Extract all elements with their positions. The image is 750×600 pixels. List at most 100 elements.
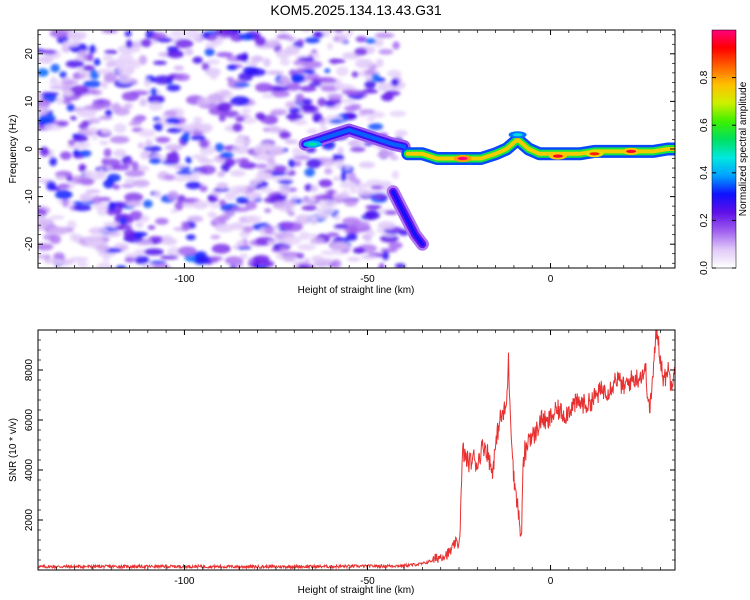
colorbar-step: [712, 52, 736, 55]
colorbar-step: [712, 242, 736, 245]
noise-cell: [217, 215, 231, 221]
noise-cell: [207, 93, 224, 103]
noise-cell: [199, 139, 209, 149]
noise-cell: [143, 145, 162, 152]
noise-cell: [334, 214, 341, 221]
colorbar-step: [712, 126, 736, 129]
noise-cell: [134, 249, 147, 255]
noise-cell: [285, 113, 304, 120]
colorbar-step: [712, 36, 736, 39]
noise-cell: [226, 64, 238, 71]
noise-cell: [113, 149, 127, 158]
colorbar-step: [712, 174, 736, 177]
colorbar-step: [712, 96, 736, 99]
noise-cell: [140, 150, 151, 160]
colorbar-step: [712, 150, 736, 153]
noise-cell: [267, 240, 275, 246]
colorbar-step: [712, 54, 736, 57]
colorbar-step: [712, 120, 736, 123]
noise-cell: [351, 71, 359, 78]
noise-cell: [234, 138, 252, 145]
noise-cell: [198, 124, 212, 134]
noise-cell: [155, 136, 171, 144]
noise-cell: [357, 189, 374, 196]
noise-cell: [365, 210, 381, 220]
noise-cell: [112, 184, 121, 190]
colorbar-step: [712, 250, 736, 253]
noise-cell: [56, 96, 63, 105]
colorbar-step: [712, 234, 736, 237]
colorbar-step: [712, 138, 736, 141]
noise-cell: [73, 148, 80, 157]
noise-cell: [241, 117, 257, 124]
noise-cell: [163, 174, 177, 181]
colorbar-step: [712, 208, 736, 211]
noise-cell: [242, 225, 254, 233]
snr-plot-area: [38, 330, 675, 570]
noise-cell: [345, 233, 358, 241]
colorbar-tick-label: 0.6: [699, 118, 710, 132]
noise-cell: [304, 168, 316, 177]
noise-cell: [215, 30, 234, 37]
noise-cell: [354, 47, 368, 56]
noise-cell: [76, 141, 91, 149]
noise-cell: [358, 161, 376, 169]
noise-cell: [255, 112, 266, 121]
noise-cell: [101, 128, 111, 134]
noise-cell: [377, 221, 396, 230]
noise-cell: [198, 165, 216, 175]
noise-cell: [382, 250, 390, 261]
noise-cell: [320, 85, 339, 92]
colorbar-frame: [711, 29, 737, 269]
colorbar-step: [712, 70, 736, 73]
noise-cell: [254, 36, 266, 47]
noise-cell: [346, 30, 354, 38]
noise-cell: [311, 49, 318, 54]
colorbar-step: [712, 210, 736, 213]
noise-cell: [38, 243, 54, 251]
noise-cell: [301, 99, 312, 104]
noise-cell: [304, 37, 320, 44]
noise-cell: [160, 255, 179, 260]
noise-cell: [368, 123, 384, 131]
noise-cell: [256, 265, 268, 268]
noise-cell: [79, 149, 92, 158]
noise-cell: [91, 195, 103, 204]
noise-cell: [271, 86, 289, 92]
noise-cell: [303, 258, 311, 266]
colorbar-step: [712, 92, 736, 95]
noise-cell: [255, 163, 268, 169]
noise-cell: [49, 234, 61, 244]
colorbar-step: [712, 162, 736, 165]
colorbar-step: [712, 34, 736, 37]
noise-cell: [287, 211, 295, 217]
noise-cell: [76, 262, 89, 268]
colorbar-step: [712, 238, 736, 241]
noise-cell: [286, 36, 296, 42]
noise-cell: [378, 48, 394, 55]
noise-cell: [306, 158, 322, 169]
noise-cell: [235, 116, 245, 123]
noise-cell: [318, 199, 339, 208]
noise-cell: [99, 140, 109, 146]
noise-cell: [117, 44, 138, 54]
colorbar-step: [712, 116, 736, 119]
noise-cell: [55, 189, 73, 200]
noise-cell: [170, 208, 178, 214]
noise-cell: [216, 102, 232, 112]
colorbar-step: [712, 164, 736, 167]
noise-cell: [138, 129, 156, 138]
ridge-segment-2: [391, 189, 425, 247]
noise-cell: [283, 255, 296, 262]
colorbar-step: [712, 202, 736, 205]
noise-cell: [229, 169, 246, 177]
colorbar-step: [712, 58, 736, 61]
noise-cell: [38, 218, 55, 227]
noise-cell: [61, 80, 79, 85]
y-tick-label: -10: [24, 189, 35, 204]
noise-cell: [355, 58, 374, 69]
noise-cell: [245, 215, 262, 224]
ridge-segment-0: [303, 128, 407, 149]
noise-cell: [103, 148, 112, 158]
